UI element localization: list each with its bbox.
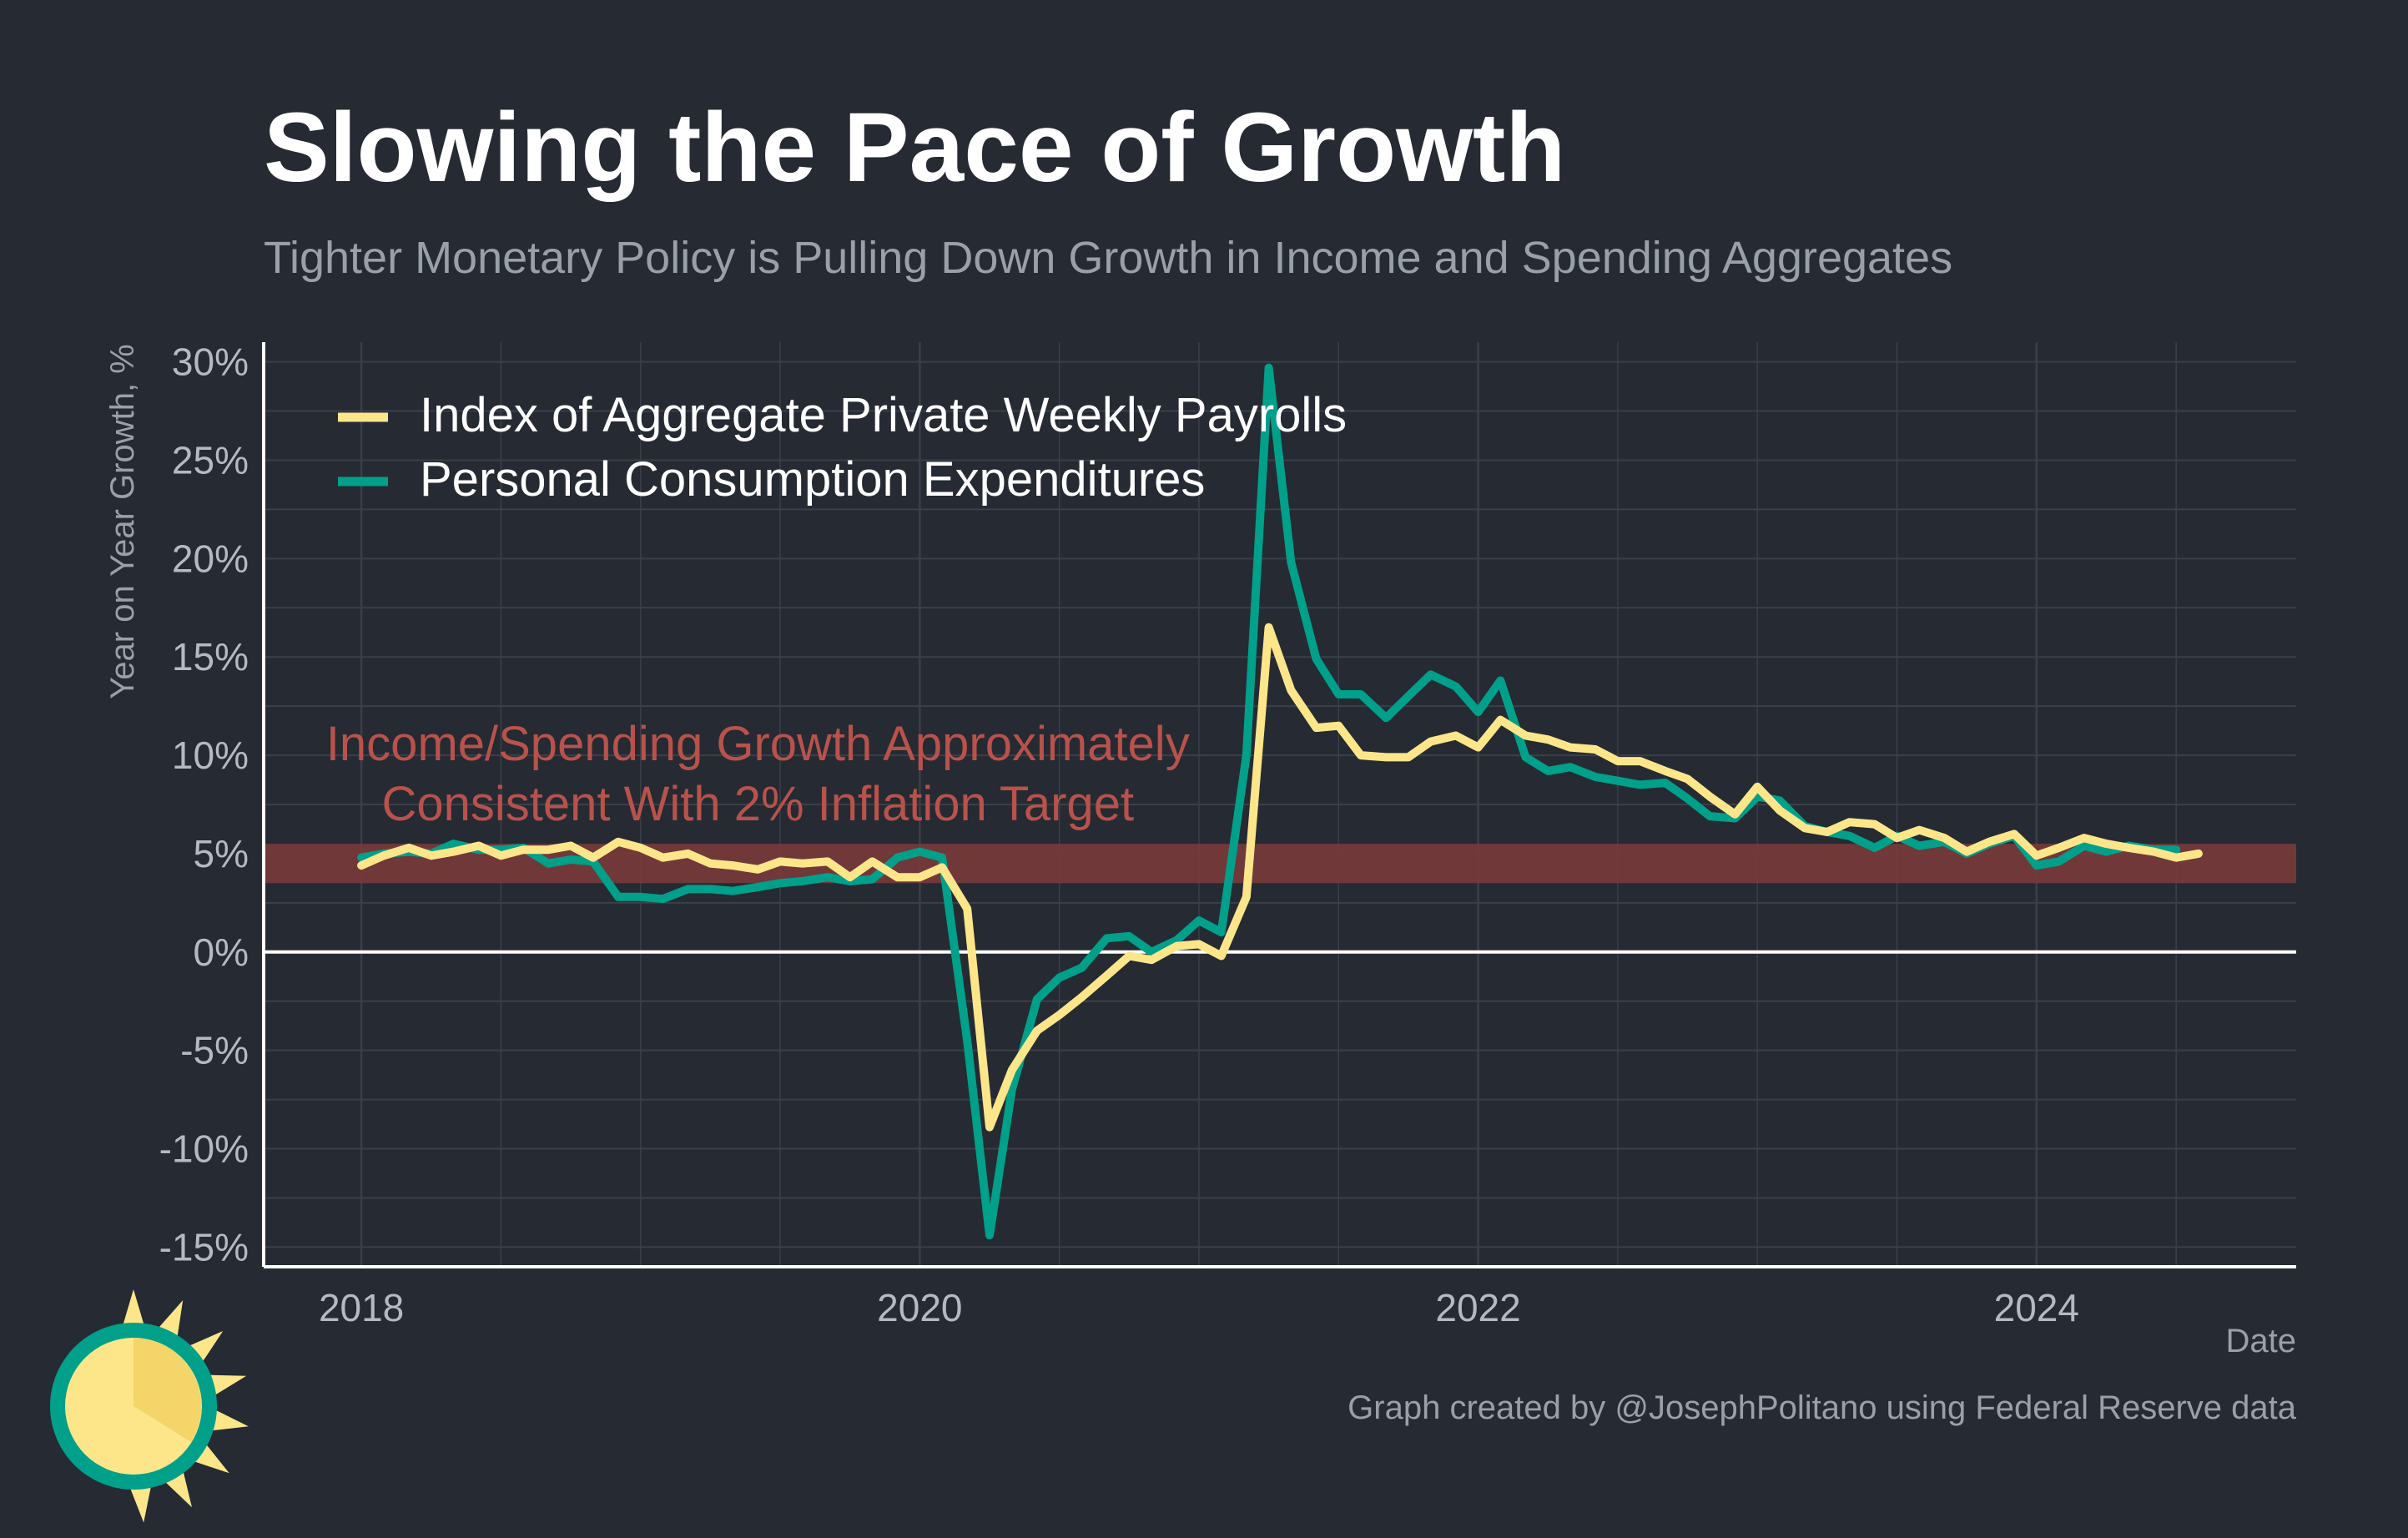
- y-tick-label: 30%: [172, 340, 249, 384]
- source-caption: Graph created by @JosephPolitano using F…: [1348, 1389, 2297, 1426]
- x-axis-title: Date: [2226, 1323, 2297, 1359]
- y-tick-label: -15%: [159, 1225, 249, 1268]
- x-tick-label: 2020: [877, 1286, 962, 1329]
- x-tick-label: 2022: [1435, 1286, 1520, 1329]
- series-line-pce: [357, 363, 2181, 1240]
- series-lines: [357, 363, 2203, 1240]
- series-line-payrolls: [357, 623, 2203, 1132]
- sun-ray: [120, 1289, 147, 1334]
- target-band-annotation: Income/Spending Growth Approximately Con…: [326, 717, 1190, 831]
- chart-subtitle: Tighter Monetary Policy is Pulling Down …: [264, 233, 1952, 283]
- sun-shade: [133, 1338, 202, 1442]
- annotation-line-1: Income/Spending Growth Approximately: [326, 717, 1190, 771]
- y-tick-label: 15%: [172, 635, 249, 678]
- x-tick-labels: 2018 2020 2022 2024: [319, 1286, 2079, 1329]
- y-tick-label: 5%: [194, 832, 249, 875]
- y-tick-label: 25%: [172, 438, 249, 482]
- axes: [262, 342, 2296, 1268]
- y-tick-label: -10%: [159, 1127, 249, 1171]
- y-tick-label: -5%: [180, 1029, 249, 1072]
- legend-label-pce: Personal Consumption Expenditures: [420, 452, 1205, 507]
- legend: Index of Aggregate Private Weekly Payrol…: [338, 388, 1347, 507]
- x-tick-label: 2018: [319, 1286, 404, 1329]
- y-tick-labels: -15% -10% -5% 0% 5% 10% 15% 20% 25% 30%: [159, 340, 249, 1269]
- legend-label-payrolls: Index of Aggregate Private Weekly Payrol…: [420, 388, 1347, 442]
- sun-icon: [50, 1289, 249, 1523]
- chart-title: Slowing the Pace of Growth: [264, 93, 1565, 203]
- y-tick-label: 20%: [172, 537, 249, 580]
- x-tick-label: 2024: [1994, 1286, 2079, 1329]
- annotation-line-2: Consistent With 2% Inflation Target: [381, 777, 1134, 831]
- y-axis-title: Year on Year Growth, %: [104, 344, 141, 698]
- y-tick-label: 0%: [194, 930, 249, 974]
- y-tick-label: 10%: [172, 734, 249, 777]
